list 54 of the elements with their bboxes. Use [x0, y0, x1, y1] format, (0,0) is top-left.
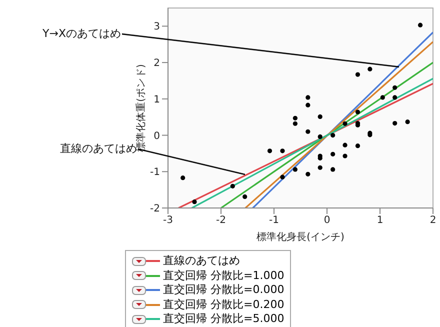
point: [380, 95, 385, 100]
point: [342, 121, 348, 126]
point: [330, 152, 336, 156]
point: [318, 165, 322, 170]
point: [292, 167, 298, 172]
legend-label: 直交回帰 分散比=5.000: [163, 312, 284, 326]
point: [280, 148, 285, 154]
x-tick-label: 1: [376, 215, 384, 226]
legend-label: 直交回帰 分散比=1.000: [163, 268, 284, 283]
point: [342, 154, 348, 158]
legend-label: 直交回帰 分散比=0.200: [163, 298, 284, 312]
point: [292, 116, 298, 120]
legend-label: 直線のあてはめ: [163, 254, 240, 268]
point: [368, 66, 372, 72]
x-tick-label: -3: [163, 215, 173, 226]
y-tick-label: 2: [154, 58, 160, 70]
point: [355, 144, 360, 148]
x-axis-title: 標準化身長(インチ): [256, 231, 344, 243]
y-axis-title: 標準化体重(ポンド): [135, 64, 147, 152]
point: [392, 85, 398, 90]
point: [392, 120, 398, 126]
point: [230, 184, 235, 188]
y-tick-label: 3: [154, 22, 160, 33]
point: [355, 110, 360, 114]
x-tick-label: 2: [430, 215, 436, 226]
point: [306, 102, 310, 108]
x-tick-label: -1: [269, 215, 279, 226]
point: [180, 176, 186, 180]
point: [267, 148, 272, 154]
point: [318, 114, 322, 120]
point: [355, 72, 360, 77]
legend-label: 直交回帰 分散比=0.000: [163, 283, 284, 298]
point: [306, 129, 310, 134]
y-tick-label: 0: [154, 130, 160, 142]
point: [418, 22, 423, 28]
y-tick-label: 1: [154, 94, 160, 106]
point: [342, 142, 348, 148]
point: [318, 134, 322, 140]
y-tick-label: -2: [150, 204, 160, 215]
point: [242, 194, 248, 200]
annotation: 直線のあてはめ: [60, 142, 137, 155]
annotation: Y→Xのあてはめ: [42, 27, 121, 40]
x-tick-label: 0: [324, 215, 330, 226]
x-tick-label: -2: [216, 215, 226, 226]
point: [306, 95, 310, 100]
point: [405, 120, 410, 124]
point: [392, 95, 398, 100]
point: [292, 121, 298, 126]
y-tick-label: -1: [150, 167, 160, 178]
point: [192, 200, 197, 204]
point: [330, 167, 336, 172]
point: [280, 174, 285, 180]
point: [306, 172, 310, 176]
point: [330, 132, 336, 138]
